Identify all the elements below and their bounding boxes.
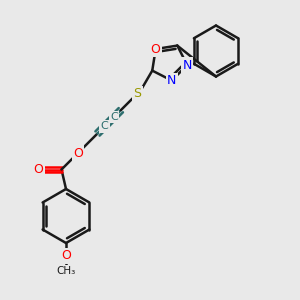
Text: N: N [167, 74, 176, 87]
Text: O: O [34, 163, 43, 176]
Text: O: O [73, 146, 83, 160]
Text: O: O [61, 249, 71, 262]
Text: O: O [151, 43, 160, 56]
Text: S: S [133, 87, 141, 100]
Text: C: C [110, 112, 118, 122]
Text: N: N [182, 58, 192, 72]
Text: C: C [100, 122, 108, 131]
Text: CH₃: CH₃ [56, 266, 76, 276]
